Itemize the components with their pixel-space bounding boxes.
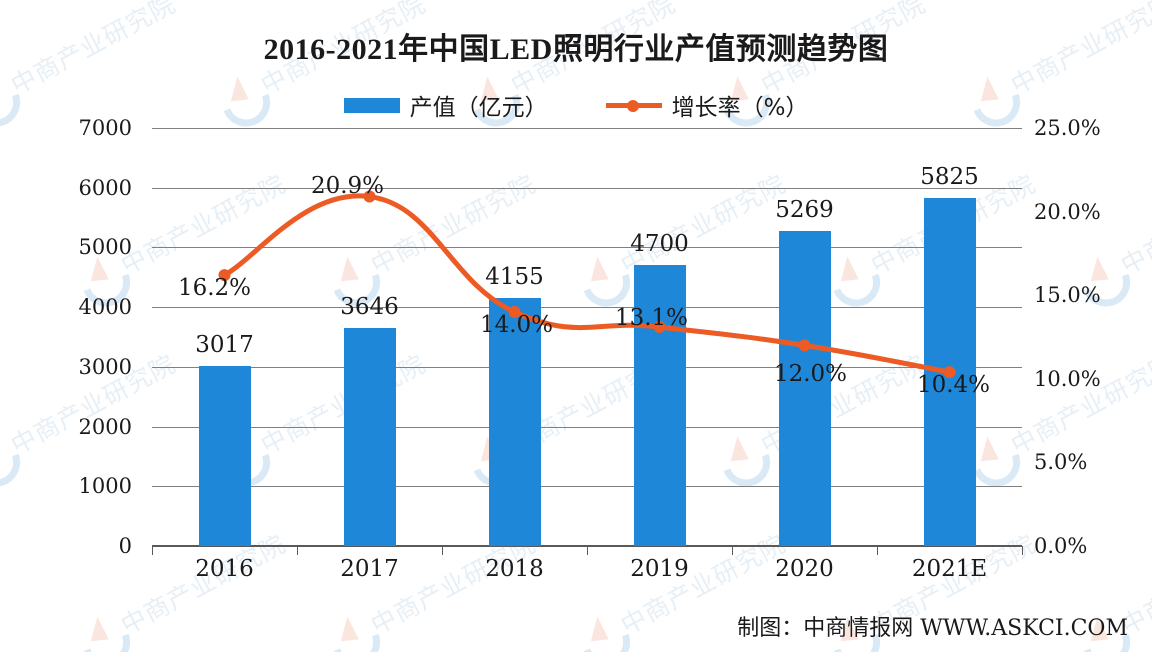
y-axis-tick-right: 5.0% [1034,450,1088,475]
bar-value-label: 4700 [630,231,689,258]
growth-rate-label: 14.0% [479,311,554,338]
plot-area [152,128,1022,547]
y-axis-tick-left: 3000 [78,354,132,379]
legend-label-growth: 增长率（%） [671,95,809,121]
x-axis-tick-mark [877,546,878,555]
y-axis-tick-right: 20.0% [1034,199,1101,224]
bar-value-label: 4155 [485,263,544,290]
x-axis-tick-mark [1022,546,1023,555]
line-swatch-icon [605,98,662,113]
x-axis-tick-mark [442,546,443,555]
line-data-point[interactable] [798,339,811,352]
growth-rate-label: 13.1% [614,304,689,331]
y-axis-tick-right: 10.0% [1034,366,1101,391]
bar[interactable] [488,297,541,546]
x-axis-tick-mark [297,546,298,555]
y-axis-tick-left: 4000 [78,295,132,320]
growth-rate-line [222,193,952,375]
bar-swatch-icon [343,97,400,113]
line-data-point[interactable] [508,305,521,318]
bar-value-label: 5269 [775,197,834,224]
line-data-point[interactable] [943,366,956,379]
growth-rate-label: 16.2% [177,275,252,302]
bar-value-label: 5825 [920,164,979,191]
x-axis-tick-mark [152,546,153,555]
legend-label-output: 产值（亿元） [409,95,548,121]
line-data-point[interactable] [363,190,376,203]
bar[interactable] [343,328,396,546]
y-axis-tick-left: 5000 [78,235,132,260]
gridline [152,366,1022,368]
growth-rate-label: 10.4% [916,372,991,399]
x-axis-tick-label: 2018 [485,556,544,582]
y-axis-tick-left: 7000 [78,116,132,140]
chart-footer: 制图：中商情报网 WWW.ASKCI.COM [737,616,1128,641]
y-axis-tick-left: 0 [118,534,132,558]
y-axis-tick-right: 0.0% [1034,534,1088,558]
bar[interactable] [633,265,686,546]
line-data-point[interactable] [653,320,666,333]
line-data-point[interactable] [218,269,231,282]
x-axis-tick-label: 2020 [775,556,834,582]
gridline [152,486,1022,488]
x-axis-tick-mark [732,546,733,555]
bar[interactable] [198,365,251,546]
gridline [152,426,1022,428]
chart-legend: 产值（亿元） 增长率（%） [0,88,1152,122]
gridline [152,247,1022,249]
chart-title: 2016-2021年中国LED照明行业产值预测趋势图 [263,33,889,66]
y-axis-tick-left: 6000 [78,175,132,200]
y-axis-tick-right: 25.0% [1034,116,1101,140]
x-axis-tick-label: 2016 [195,556,254,582]
bar-value-label: 3646 [340,294,399,321]
gridline [152,307,1022,309]
x-axis-tick-label: 2017 [340,556,399,582]
y-axis-tick-left: 1000 [78,474,132,499]
bar-value-label: 3017 [195,331,254,358]
x-axis-tick-mark [587,546,588,555]
growth-rate-label: 12.0% [773,361,848,388]
growth-rate-label: 20.9% [310,172,385,199]
x-axis-tick-label: 2019 [630,556,689,582]
gridline [152,187,1022,189]
legend-item-output[interactable]: 产值（亿元） [343,88,548,122]
gridline [152,128,1022,129]
x-axis-tick-label: 2021E [911,556,988,582]
y-axis-tick-right: 15.0% [1034,283,1101,308]
legend-item-growth[interactable]: 增长率（%） [605,88,809,122]
y-axis-tick-left: 2000 [78,414,132,439]
bar[interactable] [778,231,831,546]
